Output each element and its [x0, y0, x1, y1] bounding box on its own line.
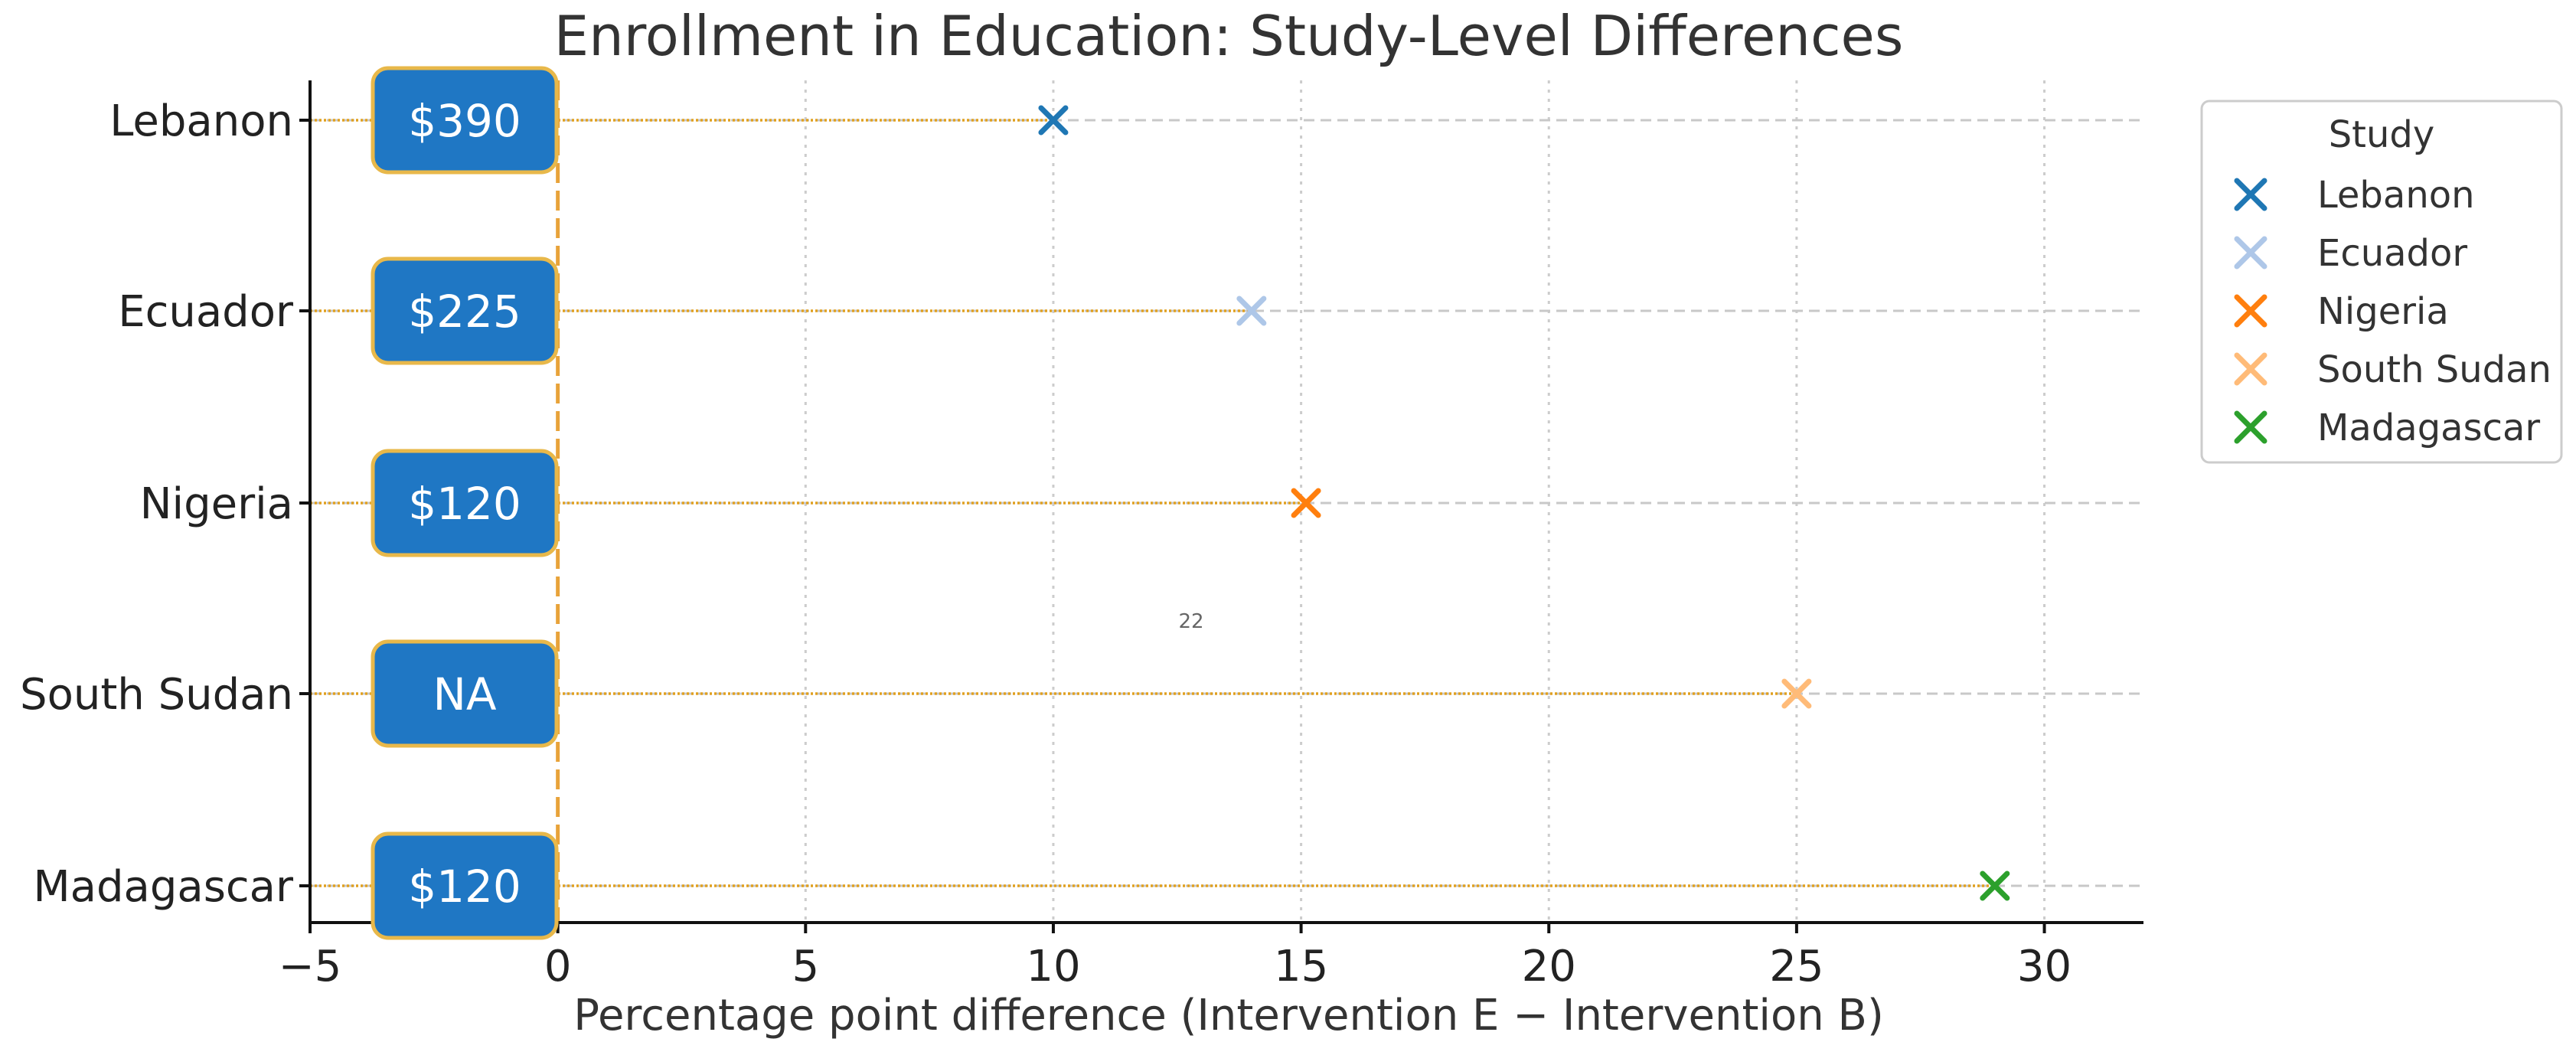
data-point-stroke: [1781, 678, 1812, 709]
legend-frame: [2200, 100, 2563, 464]
y-tick-label: Ecuador: [118, 287, 294, 337]
legend-marker: [2234, 178, 2267, 211]
x-tick-label: 5: [792, 942, 819, 991]
legend-item: Madagascar: [2234, 407, 2540, 449]
x-tick-label: 0: [544, 942, 572, 991]
box-layer: $390 $225 $120 NA $120: [371, 66, 559, 940]
marker-layer: [1038, 105, 2010, 901]
legend-item: Lebanon: [2234, 174, 2475, 217]
data-point: [1038, 105, 1069, 136]
data-point-stroke: [1236, 296, 1267, 326]
x-tick-label: 10: [1026, 942, 1080, 991]
legend-label: Lebanon: [2317, 174, 2475, 217]
y-tick-label: Lebanon: [109, 96, 293, 146]
legend-marker: [2234, 410, 2267, 444]
legend-label: Ecuador: [2317, 232, 2467, 275]
y-tick-label: Madagascar: [33, 862, 294, 912]
data-point: [1980, 871, 2010, 901]
legend-label: South Sudan: [2317, 348, 2552, 391]
legend: Study Lebanon Ecuador Nigeria South Sudan Ma…: [2200, 100, 2563, 464]
data-point: [1291, 488, 1321, 518]
data-point-stroke: [1980, 871, 2010, 901]
cost-label: $390: [408, 95, 521, 147]
data-point: [1236, 296, 1267, 326]
data-point-stroke: [1038, 105, 1069, 136]
legend-item: South Sudan: [2234, 348, 2552, 391]
x-tick-label: 15: [1274, 942, 1328, 991]
data-point-stroke: [1291, 488, 1321, 518]
legend-marker: [2234, 294, 2267, 328]
x-tick-label: 30: [2017, 942, 2072, 991]
cost-label: $120: [408, 861, 521, 913]
cost-box: [371, 66, 559, 175]
chart-title: Enrollment in Education: Study-Level Dif…: [554, 4, 1904, 68]
y-tick-label: Nigeria: [140, 479, 293, 529]
legend-label: Madagascar: [2317, 407, 2540, 449]
legend-item: Ecuador: [2234, 232, 2467, 275]
x-tick-label: 20: [1522, 942, 1576, 991]
cost-label: $225: [408, 286, 521, 338]
legend-marker: [2234, 236, 2267, 269]
grid-layer: [804, 80, 2046, 923]
cost-box: [371, 639, 559, 748]
legend-item: Nigeria: [2234, 290, 2449, 333]
legend-title: Study: [2329, 113, 2435, 156]
x-axis-label: Percentage point difference (Interventio…: [573, 991, 1884, 1040]
cost-box: [371, 831, 559, 940]
data-point: [1781, 678, 1812, 709]
cost-box: [371, 449, 559, 557]
legend-marker: [2234, 352, 2267, 386]
x-tick-label: −5: [279, 942, 342, 991]
legend-items: Lebanon Ecuador Nigeria South Sudan Madagasc…: [2234, 174, 2552, 449]
cost-label: $120: [408, 478, 521, 530]
x-tick-label: 25: [1769, 942, 1823, 991]
annotation-label: 22: [1178, 610, 1203, 633]
axis-layer: −5 0 5 10 15 20 25 30 Lebanon Ecuador Nigeria South…: [20, 80, 2143, 991]
y-tick-label: South Sudan: [20, 670, 293, 720]
legend-label: Nigeria: [2317, 290, 2449, 333]
cost-label: NA: [433, 668, 496, 720]
cost-box: [371, 256, 559, 365]
row-layer: [310, 119, 2143, 887]
